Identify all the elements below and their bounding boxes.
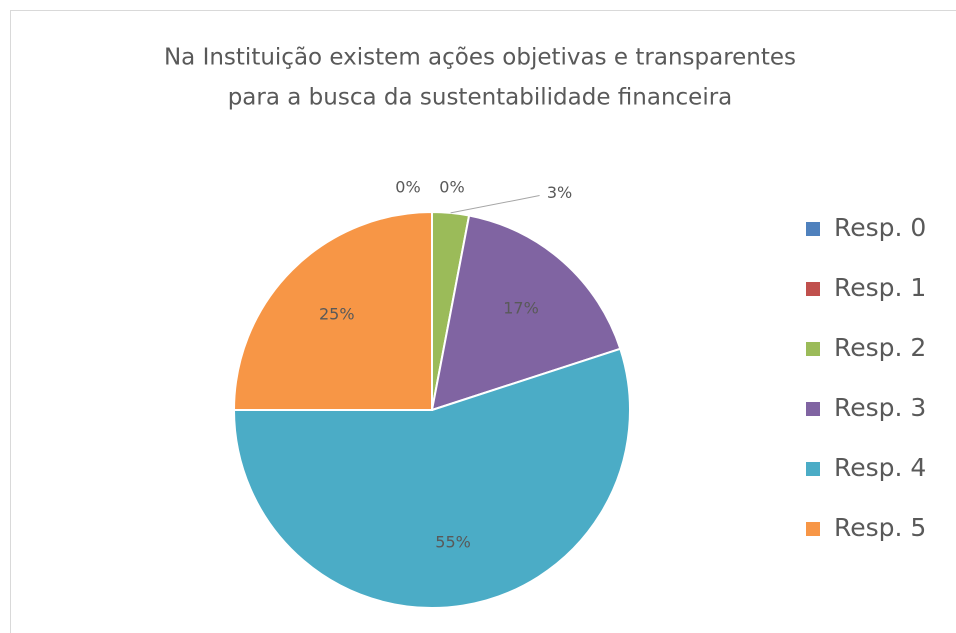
legend-swatch (806, 522, 820, 536)
pie-slice (232, 210, 433, 411)
data-label: 17% (503, 299, 539, 318)
legend-swatch (806, 462, 820, 476)
legend-swatch (806, 402, 820, 416)
pie-slice (430, 214, 622, 412)
data-label: 0% (395, 178, 420, 197)
leader-line (450, 195, 540, 214)
legend-swatch (806, 342, 820, 356)
data-label: 55% (435, 532, 471, 551)
pie-slice (232, 347, 631, 609)
legend-swatch (806, 222, 820, 236)
data-label: 0% (439, 178, 464, 197)
legend-label: Resp. 3 (834, 393, 926, 422)
legend-label: Resp. 2 (834, 333, 926, 362)
chart-title: Na Instituição existem ações objetivas e… (164, 45, 796, 71)
legend-label: Resp. 0 (834, 213, 926, 242)
legend-label: Resp. 1 (834, 273, 926, 302)
legend-swatch (806, 282, 820, 296)
legend-label: Resp. 5 (834, 513, 926, 542)
data-label: 25% (319, 304, 355, 323)
legend-label: Resp. 4 (834, 453, 926, 482)
data-label: 3% (547, 183, 572, 202)
chart-title: para a busca da sustentabilidade finance… (228, 85, 733, 111)
